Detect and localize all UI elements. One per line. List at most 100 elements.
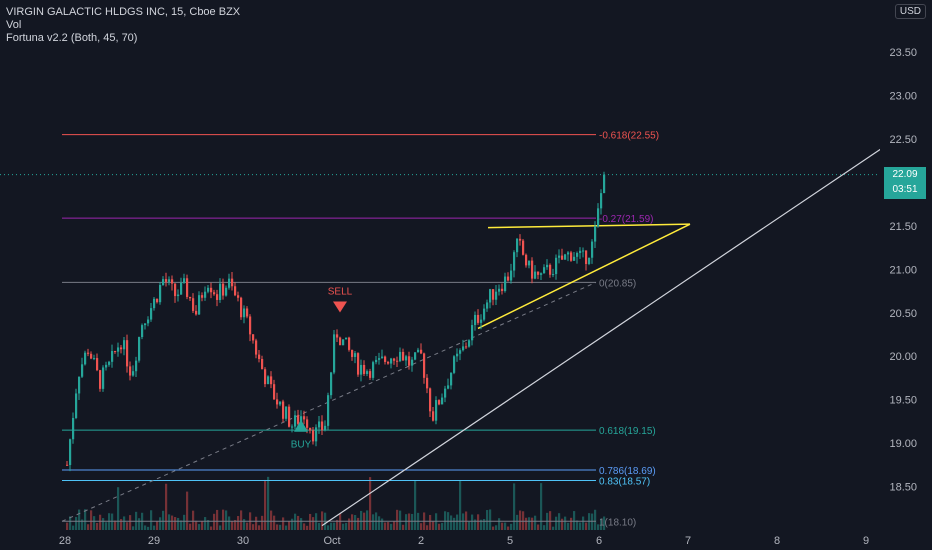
candle-body	[318, 421, 321, 428]
candle-body	[198, 295, 201, 315]
triangle-upper-line	[487, 223, 691, 229]
volume-bar	[189, 523, 192, 530]
fib-level-label: -0.27(21.59)	[599, 214, 653, 225]
candle-body	[123, 340, 126, 350]
candle-body	[114, 351, 117, 353]
time-axis[interactable]: 28 29 30 Oct 2 5 6 7 8 9	[0, 530, 932, 550]
volume-bar	[420, 523, 423, 530]
volume-bar	[531, 517, 534, 530]
candle-body	[207, 287, 210, 292]
volume-bar	[177, 517, 180, 530]
chart-legend: VIRGIN GALACTIC HLDGS INC, 15, Cboe BZX …	[6, 6, 240, 45]
candle-body	[483, 308, 486, 320]
candle-body	[132, 371, 135, 376]
candle-body	[393, 358, 396, 361]
candle-body	[375, 359, 378, 363]
volume-bar	[114, 520, 117, 530]
symbol-title[interactable]: VIRGIN GALACTIC HLDGS INC, 15, Cboe BZX	[6, 6, 241, 18]
volume-bar	[285, 525, 288, 530]
candle-body	[90, 353, 93, 359]
volume-bar	[279, 524, 282, 530]
time-axis-bg	[0, 530, 932, 550]
volume-bar	[459, 480, 462, 530]
candle-body	[282, 401, 285, 419]
x-tick-label: 5	[507, 535, 513, 547]
volume-bar	[582, 516, 585, 530]
volume-bar	[489, 509, 492, 530]
candle-body	[96, 358, 99, 371]
candle-body	[117, 347, 120, 352]
y-tick-label: 22.50	[889, 134, 917, 146]
candle-body	[489, 289, 492, 303]
price-axis[interactable]: 18.5019.0019.5020.0020.5021.0021.5022.00…	[880, 0, 932, 550]
candle-body	[135, 360, 138, 372]
x-tick-label: 29	[148, 535, 160, 547]
candle-body	[120, 347, 123, 350]
candle-body	[378, 358, 381, 360]
volume-bar	[90, 510, 93, 530]
candle-body	[501, 288, 504, 292]
volume-bar	[78, 509, 81, 530]
volume-bar	[534, 515, 537, 530]
volume-bar	[321, 511, 324, 530]
volume-bar	[396, 509, 399, 530]
candle-body	[411, 359, 414, 366]
candle-body	[555, 257, 558, 275]
volume-bar	[330, 522, 333, 530]
candle-body	[456, 353, 459, 357]
candle-body	[201, 295, 204, 298]
volume-bar	[372, 514, 375, 530]
volume-bar	[507, 526, 510, 530]
volume-bar	[513, 483, 516, 530]
candle-body	[522, 240, 525, 255]
volume-bar	[561, 518, 564, 530]
volume-bar	[471, 514, 474, 530]
volume-bar	[153, 525, 156, 530]
candle-body	[465, 346, 468, 348]
candle-body	[534, 271, 537, 279]
volume-bar	[93, 516, 96, 530]
volume-bar	[357, 517, 360, 530]
volume-bar	[438, 523, 441, 530]
volume-bar	[291, 518, 294, 530]
volume-bar	[282, 517, 285, 530]
volume-bar	[159, 517, 162, 530]
last-price-label: 22.09 03:51	[884, 166, 926, 199]
candle-body	[105, 364, 108, 368]
volume-bar	[81, 519, 84, 530]
volume-bar	[207, 519, 210, 530]
candle-body	[255, 340, 258, 355]
volume-bar	[369, 477, 372, 530]
candle-body	[192, 298, 195, 311]
candle-body	[189, 296, 192, 299]
volume-bar	[390, 523, 393, 530]
volume-bar	[573, 511, 576, 530]
volume-bar	[354, 515, 357, 530]
volume-bar	[387, 522, 390, 530]
price-axis-bg	[880, 0, 932, 550]
fortuna-indicator-label[interactable]: Fortuna v2.2 (Both, 45, 70)	[6, 32, 138, 44]
volume-bar	[309, 513, 312, 530]
volume-bar	[327, 525, 330, 530]
volume-bar	[525, 517, 528, 530]
volume-bar	[219, 525, 222, 530]
candle-body	[537, 271, 540, 275]
candle-body	[309, 427, 312, 431]
volume-bar	[576, 520, 579, 530]
candle-body	[567, 252, 570, 255]
candle-body	[414, 352, 417, 360]
volume-indicator-label[interactable]: Vol	[6, 19, 22, 31]
candle-body	[171, 279, 174, 284]
x-tick-label: 8	[774, 535, 780, 547]
volume-bar	[204, 517, 207, 530]
y-tick-label: 23.00	[889, 91, 917, 103]
candle-body	[420, 349, 423, 354]
volume-bar	[414, 480, 417, 530]
volume-bar	[225, 510, 228, 530]
candle-body	[381, 356, 384, 359]
buy-signal-marker	[294, 419, 308, 432]
candle-body	[387, 361, 390, 364]
candle-body	[279, 401, 282, 405]
currency-selector[interactable]: USD	[894, 4, 926, 19]
